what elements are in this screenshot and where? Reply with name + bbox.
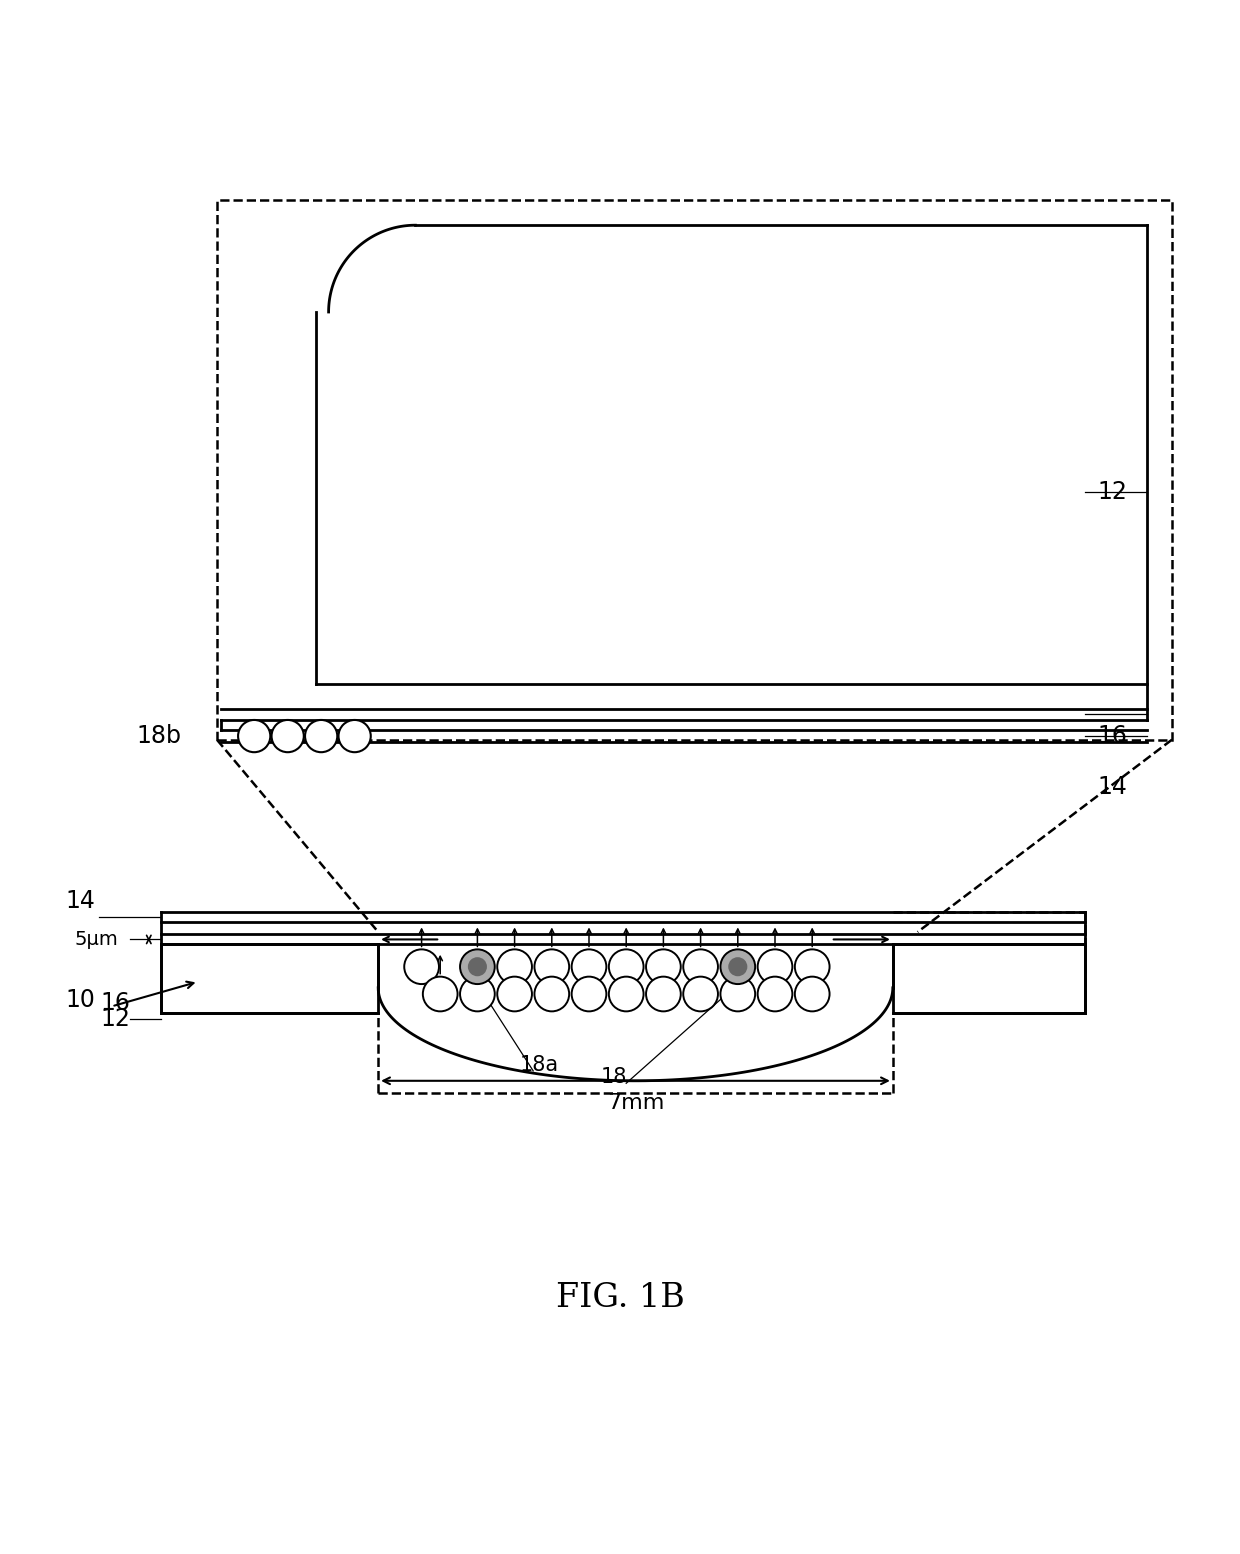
- Text: FIG. 1B: FIG. 1B: [556, 1282, 684, 1313]
- Circle shape: [683, 976, 718, 1012]
- Circle shape: [758, 949, 792, 984]
- Circle shape: [305, 720, 337, 752]
- Circle shape: [728, 957, 748, 976]
- Circle shape: [339, 720, 371, 752]
- Text: 12: 12: [100, 1007, 130, 1030]
- Circle shape: [460, 976, 495, 1012]
- Circle shape: [272, 720, 304, 752]
- Text: 16: 16: [1097, 724, 1127, 747]
- Circle shape: [758, 976, 792, 1012]
- Circle shape: [646, 976, 681, 1012]
- Circle shape: [609, 949, 644, 984]
- Text: 14: 14: [1097, 775, 1127, 799]
- Text: 12: 12: [1097, 480, 1127, 503]
- Circle shape: [534, 976, 569, 1012]
- Text: 18a: 18a: [520, 1055, 559, 1075]
- Text: 14: 14: [66, 889, 95, 914]
- Circle shape: [683, 949, 718, 984]
- Circle shape: [795, 949, 830, 984]
- Circle shape: [404, 949, 439, 984]
- Bar: [217, 200, 1172, 740]
- Circle shape: [795, 976, 830, 1012]
- Circle shape: [467, 957, 487, 976]
- Circle shape: [572, 976, 606, 1012]
- Circle shape: [497, 976, 532, 1012]
- Circle shape: [720, 976, 755, 1012]
- Circle shape: [460, 949, 495, 984]
- Bar: [161, 945, 378, 1013]
- Circle shape: [609, 976, 644, 1012]
- Circle shape: [238, 720, 270, 752]
- Text: 7mm: 7mm: [606, 1092, 665, 1113]
- Text: 5μm: 5μm: [74, 929, 118, 949]
- Text: 18b: 18b: [136, 724, 181, 747]
- Circle shape: [572, 949, 606, 984]
- Bar: [893, 945, 1085, 1013]
- Text: 18: 18: [600, 1068, 627, 1088]
- Text: 10: 10: [66, 988, 95, 1012]
- Circle shape: [720, 949, 755, 984]
- Circle shape: [646, 949, 681, 984]
- Text: 16: 16: [100, 991, 130, 1015]
- Circle shape: [423, 976, 458, 1012]
- Circle shape: [497, 949, 532, 984]
- Circle shape: [534, 949, 569, 984]
